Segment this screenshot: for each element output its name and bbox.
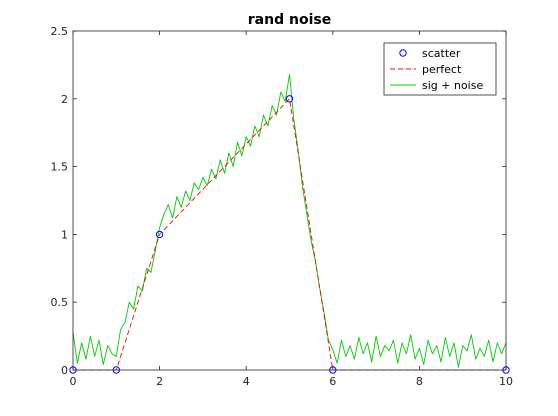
x-tick-label: 10 <box>499 375 513 388</box>
series-line-1 <box>73 98 506 371</box>
legend-marker <box>399 49 407 57</box>
y-tick-label: 2 <box>61 93 68 106</box>
axes-box <box>72 30 507 371</box>
legend-entry-1: perfect <box>390 63 462 76</box>
x-tick-label: 2 <box>156 375 163 388</box>
legend-label: perfect <box>422 63 462 76</box>
y-tick-label: 1.5 <box>51 161 69 174</box>
y-tick-label: 1 <box>61 228 68 241</box>
y-tick-label: 0 <box>61 364 68 377</box>
axes-layer: 0 2 4 6 8 10 0 0.5 1 1.5 2 2.5 <box>51 25 514 388</box>
legend-entry-2: sig + noise <box>390 79 483 92</box>
legend-label: scatter <box>422 47 461 60</box>
y-tick-label: 2.5 <box>51 25 69 38</box>
scatter-point <box>155 230 164 239</box>
y-tick-label: 0.5 <box>51 296 69 309</box>
chart-title: rand noise <box>248 12 331 28</box>
legend: scatter perfect sig + noise <box>383 42 497 96</box>
series-line-2 <box>72 73 507 368</box>
x-tick-label: 0 <box>70 375 77 388</box>
scatter-point <box>285 95 294 103</box>
x-tick-label: 8 <box>416 375 423 388</box>
legend-entry-0: scatter <box>399 47 461 60</box>
legend-label: sig + noise <box>422 79 483 92</box>
x-tick-label: 4 <box>243 375 250 388</box>
x-tick-label: 6 <box>329 375 336 388</box>
